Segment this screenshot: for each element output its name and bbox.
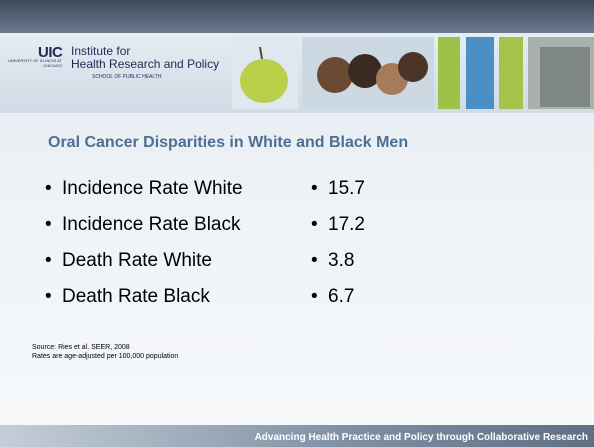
slide-title: Oral Cancer Disparities in White and Bla…: [48, 134, 408, 152]
row-value: 6.7: [328, 286, 354, 308]
row-label: Incidence Rate White: [62, 178, 243, 200]
footer-tagline: Advancing Health Practice and Policy thr…: [255, 432, 588, 443]
note-line: Source: Ries et al. SEER, 2008: [32, 344, 130, 351]
row-value: 3.8: [328, 250, 354, 272]
row-label: Death Rate White: [62, 250, 212, 272]
note-line: Rates are age-adjusted per 100,000 popul…: [32, 353, 178, 360]
row-label: Death Rate Black: [62, 286, 210, 308]
row-value: 17.2: [328, 214, 365, 236]
row-label: Incidence Rate Black: [62, 214, 241, 236]
institute-name: Health Research and Policy: [71, 57, 219, 71]
top-bar: [0, 0, 594, 33]
slide: UIC UNIVERSITY OF ILLINOIS AT CHICAGO In…: [0, 0, 594, 447]
row-value: 15.7: [328, 178, 365, 200]
logo-university: UNIVERSITY OF ILLINOIS AT CHICAGO: [6, 58, 62, 68]
institute-name: Institute for: [71, 44, 130, 58]
school-name: SCHOOL OF PUBLIC HEALTH: [92, 74, 161, 80]
